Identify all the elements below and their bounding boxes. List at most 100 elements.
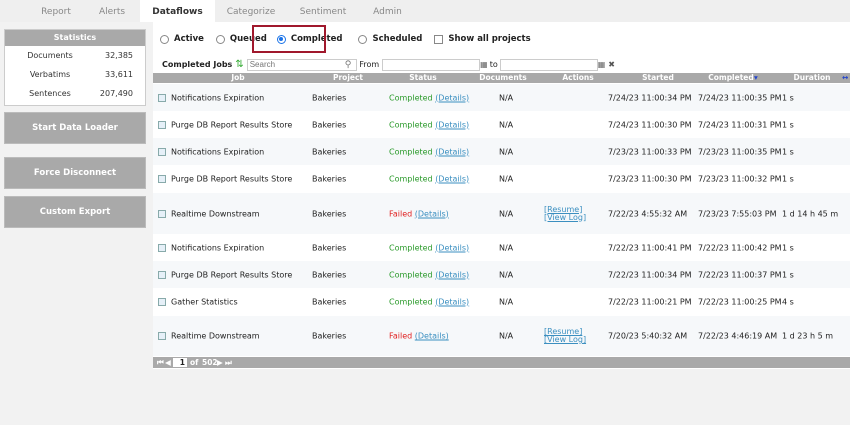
label-show-all-projects: Show all projects (448, 34, 531, 44)
tab-dataflows[interactable]: Dataflows (140, 0, 215, 22)
project-name: Bakeries (312, 93, 347, 102)
resume-link[interactable]: [Resume] (544, 204, 583, 214)
project-name: Bakeries (312, 120, 347, 129)
details-link[interactable]: (Details) (435, 147, 470, 156)
table-row: Notifications Expiration Bakeries Comple… (153, 138, 850, 165)
job-name: Realtime Downstream (171, 209, 260, 218)
duration-value: 1 s (782, 174, 794, 183)
status-text: Completed (389, 120, 433, 129)
status-text: Failed (389, 331, 413, 341)
project-name: Bakeries (312, 174, 347, 183)
clear-icon[interactable]: ✖ (608, 60, 615, 69)
col-actions[interactable]: Actions (562, 73, 594, 82)
col-status[interactable]: Status (409, 73, 437, 82)
details-link[interactable]: (Details) (435, 270, 470, 279)
refresh-icon[interactable]: ⇅ (235, 59, 244, 70)
start-data-loader-button[interactable]: Start Data Loader (4, 112, 146, 144)
table-header: Job Project Status Documents Actions Sta… (153, 73, 850, 83)
details-link[interactable]: (Details) (435, 120, 470, 129)
stat-row: Verbatims 33,611 (5, 65, 145, 84)
custom-export-button[interactable]: Custom Export (4, 196, 146, 228)
duration-value: 1 d 14 h 45 m (782, 209, 839, 218)
calendar-icon[interactable]: ▦ (597, 60, 606, 69)
row-checkbox[interactable] (158, 147, 166, 156)
tab-alerts[interactable]: Alerts (98, 7, 126, 17)
duration-value: 1 s (782, 270, 794, 279)
radio-completed[interactable] (276, 34, 286, 44)
view-log-link[interactable]: [View Log] (544, 335, 587, 344)
job-name: Purge DB Report Results Store (171, 174, 293, 183)
show-all-projects-checkbox[interactable] (434, 34, 444, 44)
col-started[interactable]: Started (642, 73, 674, 82)
completed-time: 7/22/23 4:46:19 AM (698, 331, 778, 341)
col-duration[interactable]: Duration (793, 73, 831, 82)
documents-value: N/A (499, 174, 514, 183)
col-project[interactable]: Project (332, 73, 364, 82)
row-checkbox[interactable] (158, 297, 166, 306)
started-time: 7/22/23 11:00:21 PM (608, 297, 692, 306)
completed-time: 7/23/23 11:00:32 PM (698, 174, 782, 183)
documents-value: N/A (499, 120, 514, 129)
job-name: Notifications Expiration (171, 243, 265, 252)
stat-label: Documents (27, 51, 73, 60)
prev-page-icon[interactable]: ◀ (165, 358, 171, 367)
table-row: Realtime Downstream Bakeries Failed (Det… (153, 193, 850, 234)
row-checkbox[interactable] (158, 332, 166, 340)
details-link[interactable]: (Details) (435, 93, 470, 102)
label-queued: Queued (229, 34, 267, 44)
details-link[interactable]: (Details) (435, 243, 470, 252)
status-text: Completed (389, 93, 433, 102)
to-label: to (489, 60, 498, 69)
tab-categorize[interactable]: Categorize (226, 7, 276, 17)
page-input[interactable]: 1 (173, 358, 187, 367)
started-time: 7/23/23 11:00:33 PM (608, 147, 692, 156)
col-job[interactable]: Job (231, 73, 245, 82)
first-page-icon[interactable]: ⏮ (157, 358, 164, 367)
search-icon[interactable]: ⚲ (344, 59, 352, 70)
label-completed: Completed (290, 34, 343, 44)
duration-value: 1 s (782, 93, 794, 102)
stat-value: 207,490 (99, 89, 133, 98)
table-row: Gather Statistics Bakeries Completed (De… (153, 288, 850, 315)
documents-value: N/A (499, 147, 514, 156)
stat-value: 33,611 (105, 70, 133, 79)
stat-row: Sentences 207,490 (5, 84, 145, 103)
view-log-link[interactable]: [View Log] (544, 212, 587, 222)
to-date-input[interactable] (499, 58, 598, 71)
tab-admin[interactable]: Admin (373, 7, 402, 17)
row-checkbox[interactable] (158, 270, 166, 279)
status-text: Completed (389, 297, 433, 306)
row-checkbox[interactable] (158, 120, 166, 129)
top-tabs: Report Alerts Dataflows Categorize Senti… (0, 0, 850, 22)
details-link[interactable]: (Details) (414, 209, 449, 218)
radio-queued[interactable] (215, 34, 225, 44)
row-checkbox[interactable] (158, 174, 166, 183)
status-text: Completed (389, 243, 433, 252)
expand-columns-icon[interactable]: ↔ (842, 73, 849, 82)
details-link[interactable]: (Details) (435, 297, 470, 306)
row-checkbox[interactable] (158, 93, 166, 102)
resume-link[interactable]: [Resume] (544, 327, 583, 336)
row-checkbox[interactable] (158, 243, 166, 252)
status-text: Completed (389, 147, 433, 156)
col-completed[interactable]: Completed (708, 73, 754, 82)
from-date-input[interactable] (382, 58, 481, 71)
stat-label: Sentences (29, 89, 71, 98)
status-text: Completed (389, 174, 433, 183)
job-name: Purge DB Report Results Store (171, 120, 293, 129)
force-disconnect-button[interactable]: Force Disconnect (4, 157, 146, 189)
radio-scheduled[interactable] (358, 34, 368, 44)
calendar-icon[interactable]: ▦ (480, 60, 488, 69)
details-link[interactable]: (Details) (414, 331, 449, 341)
col-documents[interactable]: Documents (479, 73, 527, 82)
tab-sentiment[interactable]: Sentiment (299, 7, 347, 17)
row-checkbox[interactable] (158, 209, 166, 218)
tab-report[interactable]: Report (41, 7, 71, 17)
radio-active[interactable] (160, 34, 169, 44)
last-page-icon[interactable]: ⏭ (225, 358, 232, 367)
next-page-icon[interactable]: ▶ (217, 358, 223, 367)
details-link[interactable]: (Details) (435, 174, 470, 183)
search-input[interactable] (246, 58, 357, 71)
job-name: Purge DB Report Results Store (171, 270, 293, 279)
stat-label: Verbatims (29, 70, 71, 79)
